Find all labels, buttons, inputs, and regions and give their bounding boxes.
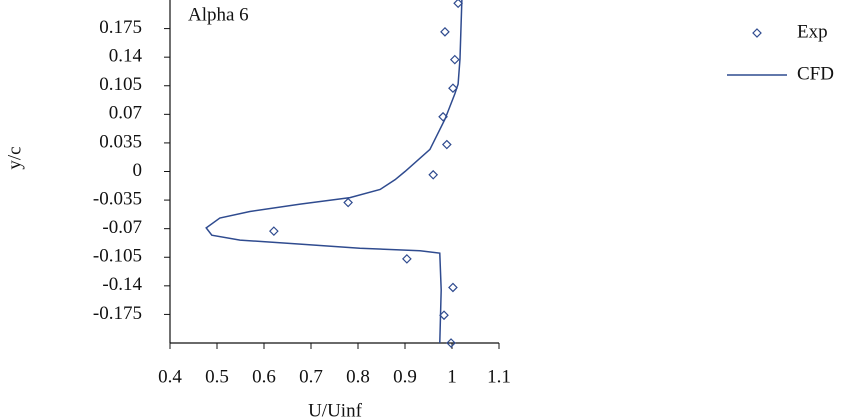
exp-marker bbox=[441, 139, 452, 150]
legend-label: CFD bbox=[797, 63, 834, 84]
exp-marker bbox=[428, 169, 439, 180]
x-tick-label: 1 bbox=[447, 366, 457, 387]
exp-marker bbox=[453, 0, 463, 9]
y-tick-label: -0.105 bbox=[93, 246, 142, 267]
y-tick-label: 0.105 bbox=[99, 74, 142, 95]
y-tick-label: 0.035 bbox=[99, 131, 142, 152]
x-axis-label: U/Uinf bbox=[308, 400, 363, 420]
annotation: Alpha 6 bbox=[188, 4, 249, 25]
exp-marker bbox=[343, 197, 353, 208]
y-tick-label: -0.175 bbox=[93, 303, 142, 324]
x-tick-label: 0.5 bbox=[205, 366, 229, 387]
y-tick-label: -0.07 bbox=[102, 217, 142, 238]
x-tick-label: 0.8 bbox=[346, 366, 370, 387]
exp-marker bbox=[449, 54, 460, 65]
x-tick-label: 0.6 bbox=[252, 366, 276, 387]
y-tick-label: -0.035 bbox=[93, 188, 142, 209]
exp-marker bbox=[269, 226, 279, 236]
exp-marker bbox=[448, 282, 458, 293]
x-tick-label: 0.9 bbox=[393, 366, 417, 387]
legend-marker bbox=[752, 28, 762, 38]
y-axis-label: y/c bbox=[4, 146, 25, 169]
x-tick-label: 1.1 bbox=[487, 366, 511, 387]
exp-marker bbox=[448, 83, 458, 94]
y-tick-label: 0.175 bbox=[99, 17, 142, 38]
exp-marker bbox=[439, 310, 449, 321]
legend-label: Exp bbox=[797, 21, 828, 42]
exp-marker bbox=[440, 27, 450, 37]
x-tick-label: 0.4 bbox=[158, 366, 182, 387]
y-tick-label: 0 bbox=[133, 160, 143, 181]
y-tick-label: 0.07 bbox=[109, 103, 142, 124]
exp-marker bbox=[402, 254, 412, 264]
x-tick-label: 0.7 bbox=[299, 366, 323, 387]
cfd-line bbox=[205, 0, 463, 344]
y-tick-label: 0.14 bbox=[109, 46, 143, 67]
exp-marker bbox=[446, 338, 456, 348]
y-tick-label: -0.14 bbox=[102, 274, 142, 295]
